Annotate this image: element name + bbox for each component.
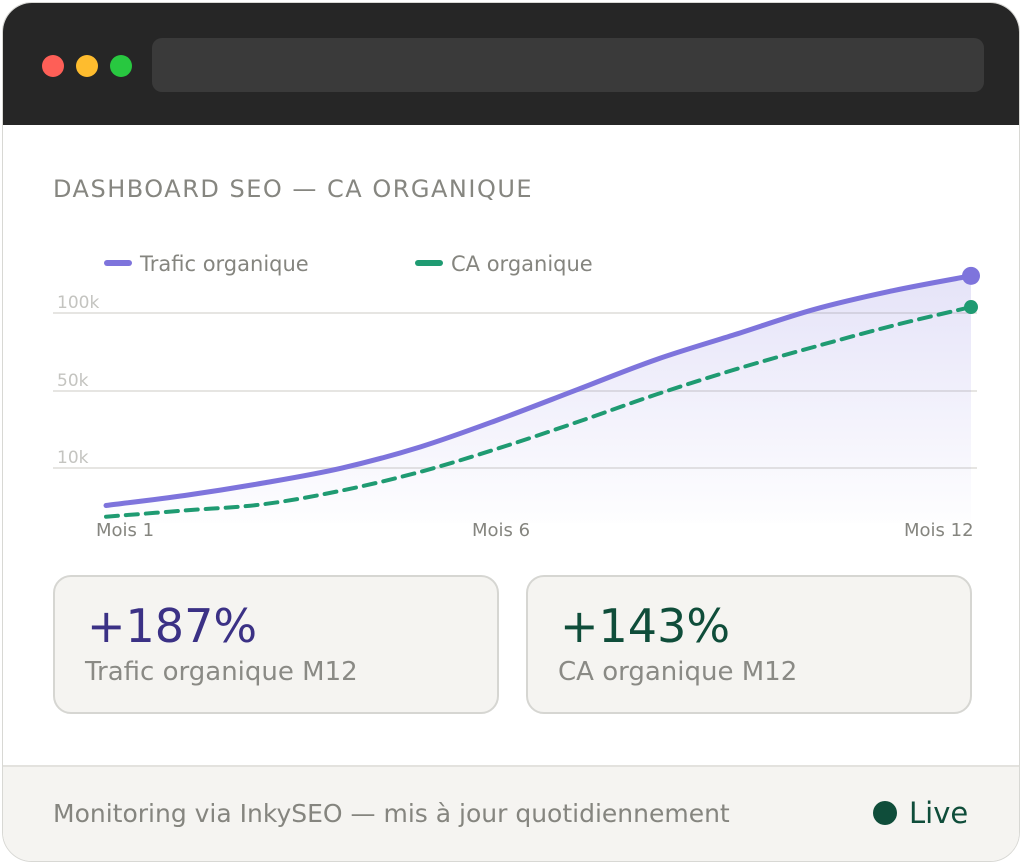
y-tick-label: 10k	[57, 448, 89, 468]
footer-text: Monitoring via InkySEO — mis à jour quot…	[53, 799, 730, 828]
address-bar[interactable]	[152, 38, 984, 92]
seo-line-chart: 100k 50k 10k Mois 1 Mois 6 Mois 12 Trafic or…	[53, 252, 980, 541]
legend-label: CA organique	[451, 252, 593, 276]
window-titlebar	[3, 3, 1019, 125]
live-indicator-dot	[873, 801, 897, 825]
live-label: Live	[909, 796, 969, 830]
live-status: Live	[873, 796, 969, 830]
series-endpoint	[962, 266, 980, 285]
maximize-window-button[interactable]	[110, 55, 132, 77]
footer-bar: Monitoring via InkySEO — mis à jour quot…	[3, 765, 1019, 861]
stat-label: CA organique M12	[558, 657, 798, 687]
y-tick-label: 100k	[57, 293, 99, 313]
stat-value: +187%	[87, 599, 258, 653]
x-tick-label: Mois 6	[472, 520, 530, 541]
y-tick-label: 50k	[57, 371, 89, 391]
stat-card-revenue: +143% CA organique M12	[526, 575, 972, 714]
x-tick-label: Mois 12	[904, 520, 974, 541]
close-window-button[interactable]	[42, 55, 64, 77]
stat-value: +143%	[560, 599, 731, 653]
x-tick-label: Mois 1	[96, 520, 154, 541]
stat-card-traffic: +187% Trafic organique M12	[53, 575, 499, 714]
minimize-window-button[interactable]	[76, 55, 98, 77]
stat-label: Trafic organique M12	[85, 657, 358, 687]
series-area-fill	[106, 275, 971, 523]
page-title: DASHBOARD SEO — CA ORGANIQUE	[53, 175, 534, 203]
series-endpoint	[964, 300, 978, 315]
series-line-trafic	[103, 273, 974, 508]
legend-label: Trafic organique	[139, 252, 309, 276]
